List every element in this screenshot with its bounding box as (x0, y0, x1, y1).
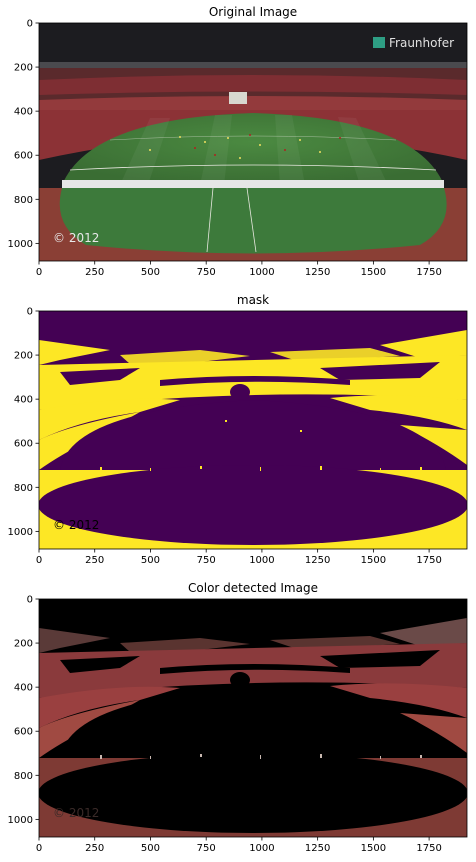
y-tick-label: 800 (14, 771, 33, 782)
x-tick-label: 1750 (416, 267, 441, 278)
y-tick-label: 600 (14, 439, 33, 450)
x-tick-label: 0 (36, 267, 42, 278)
y-tick-label: 800 (14, 483, 33, 494)
x-tick-label: 250 (85, 843, 104, 854)
axes-frame (38, 310, 468, 550)
x-tick-label: 1000 (249, 843, 274, 854)
y-tick-label: 1000 (8, 239, 33, 250)
y-tick-label: 200 (14, 63, 33, 74)
axes-frame (38, 598, 468, 838)
image-mask: © 2012 (39, 311, 467, 549)
x-tick-label: 1250 (305, 555, 330, 566)
x-tick-label: 1000 (249, 555, 274, 566)
x-tick-label: 0 (36, 843, 42, 854)
x-tick-label: 1000 (249, 267, 274, 278)
y-tick-label: 0 (27, 307, 33, 318)
x-tick-label: 1750 (416, 555, 441, 566)
image-color-detected: © 2012 (39, 599, 467, 837)
watermark: © 2012 (53, 231, 99, 245)
panel-original: Original Image (8, 5, 468, 278)
axes-frame (38, 22, 468, 262)
x-tick-label: 500 (141, 555, 160, 566)
watermark: © 2012 (53, 806, 99, 820)
y-tick-label: 600 (14, 151, 33, 162)
panel-title: Original Image (209, 5, 297, 19)
x-tick-label: 750 (197, 555, 216, 566)
y-tick-label: 400 (14, 107, 33, 118)
y-tick-label: 800 (14, 195, 33, 206)
x-tick-label: 750 (197, 843, 216, 854)
x-tick-label: 1250 (305, 843, 330, 854)
x-tick-label: 1250 (305, 267, 330, 278)
logo-text: Fraunhofer (389, 36, 454, 50)
panel-title: mask (237, 293, 269, 307)
panel-title: Color detected Image (188, 581, 318, 595)
y-tick-label: 200 (14, 639, 33, 650)
x-tick-label: 250 (85, 555, 104, 566)
x-tick-label: 500 (141, 267, 160, 278)
x-tick-label: 1500 (361, 843, 386, 854)
y-tick-label: 1000 (8, 527, 33, 538)
panel-mask: mask (8, 293, 468, 566)
y-tick-label: 400 (14, 683, 33, 694)
y-tick-label: 0 (27, 595, 33, 606)
x-tick-label: 0 (36, 555, 42, 566)
y-tick-label: 1000 (8, 815, 33, 826)
x-tick-label: 500 (141, 843, 160, 854)
x-tick-label: 1500 (361, 267, 386, 278)
y-tick-label: 400 (14, 395, 33, 406)
x-tick-label: 750 (197, 267, 216, 278)
panel-color-detected: Color detected Image (8, 581, 468, 854)
y-tick-label: 600 (14, 727, 33, 738)
x-tick-label: 1500 (361, 555, 386, 566)
logo-mark-icon (373, 37, 385, 48)
image-original: Fraunhofer © 2012 (39, 23, 467, 261)
y-tick-label: 0 (27, 19, 33, 30)
watermark: © 2012 (53, 518, 99, 532)
x-tick-label: 1750 (416, 843, 441, 854)
y-tick-label: 200 (14, 351, 33, 362)
x-tick-label: 250 (85, 267, 104, 278)
